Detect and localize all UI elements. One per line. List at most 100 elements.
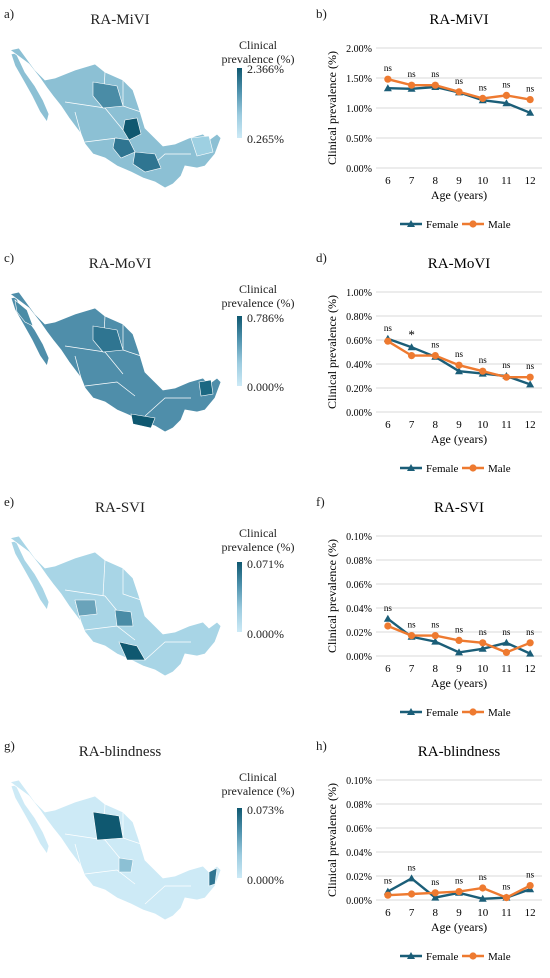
significance-label: ns	[502, 79, 511, 89]
x-tick-label: 6	[385, 419, 391, 431]
data-point-male	[479, 884, 487, 892]
state-border	[84, 381, 136, 397]
map-title: RA-MoVI	[88, 256, 152, 272]
y-tick-label: 0.60%	[346, 336, 372, 347]
x-tick-label: 9	[456, 907, 462, 919]
data-point-male	[407, 352, 416, 360]
y-tick-label: 0.06%	[346, 824, 372, 835]
y-tick-label: 0.08%	[346, 800, 372, 811]
panel-label-e: e)	[4, 494, 15, 509]
significance-label: ns	[526, 627, 535, 637]
legend-title-line1: Clinical	[239, 526, 277, 540]
mainland-region	[9, 779, 222, 921]
data-point-male	[479, 367, 487, 375]
data-point-female	[431, 893, 440, 901]
state-border	[144, 397, 191, 417]
significance-label: ns	[431, 620, 440, 630]
x-tick-label: 7	[409, 663, 415, 675]
mainland-region	[9, 47, 222, 189]
significance-label: ns	[384, 603, 393, 613]
significance-label: ns	[502, 882, 511, 892]
data-point-female	[502, 99, 511, 107]
y-tick-label: 0.02%	[346, 628, 372, 639]
data-point-male	[407, 890, 416, 898]
y-tick-label: 0.40%	[346, 360, 372, 371]
x-tick-label: 10	[477, 419, 489, 431]
x-tick-label: 12	[525, 663, 536, 675]
y-tick-label: 0.04%	[346, 604, 372, 615]
baja-california-region	[10, 540, 50, 611]
chart-title: RA-MoVI	[428, 256, 491, 272]
x-tick-label: 11	[501, 419, 512, 431]
state-border	[74, 843, 82, 867]
legend-title-line2: prevalence (%)	[221, 296, 295, 310]
x-tick-label: 9	[456, 175, 462, 187]
y-tick-label: 0.00%	[346, 164, 372, 175]
legend-color-bar	[237, 808, 242, 878]
significance-label: ns	[479, 355, 488, 365]
y-axis-label: Clinical prevalence (%)	[325, 539, 339, 653]
legend-min-value: 0.000%	[247, 627, 284, 641]
x-axis-label: Age (years)	[431, 676, 487, 690]
legend-female-marker	[407, 708, 415, 715]
shaded-state	[132, 151, 162, 173]
x-tick-label: 11	[501, 175, 512, 187]
data-point-male	[384, 337, 392, 345]
data-point-male	[455, 888, 463, 896]
mainland-region	[9, 535, 222, 677]
state-border	[144, 641, 191, 661]
legend-male-label: Male	[488, 219, 511, 231]
y-tick-label: 0.80%	[346, 312, 372, 323]
data-point-female	[478, 644, 487, 652]
legend-male-label: Male	[488, 463, 511, 475]
data-point-female	[502, 638, 511, 646]
data-point-male	[526, 639, 534, 647]
data-point-female	[526, 649, 535, 657]
y-tick-label: 0.00%	[346, 896, 372, 907]
data-point-male	[479, 94, 487, 102]
y-tick-label: 0.04%	[346, 848, 372, 859]
data-point-female	[383, 84, 392, 92]
state-border	[64, 833, 124, 863]
panel-label-a: a)	[4, 6, 15, 21]
legend-title-line1: Clinical	[239, 770, 277, 784]
shaded-state	[118, 641, 146, 661]
significance-label: ns	[526, 84, 535, 94]
data-point-female	[407, 343, 416, 351]
significance-label: ns	[479, 82, 488, 92]
shaded-state	[190, 135, 214, 157]
y-tick-label: 0.02%	[346, 872, 372, 883]
y-tick-label: 1.00%	[346, 104, 372, 115]
data-point-male	[431, 632, 439, 640]
mexico-map	[9, 535, 222, 677]
x-tick-label: 12	[525, 175, 536, 187]
legend-male-marker	[469, 464, 477, 472]
data-point-male	[526, 882, 534, 890]
x-tick-label: 8	[433, 175, 439, 187]
legend-male-label: Male	[488, 707, 511, 719]
x-axis-label: Age (years)	[431, 920, 487, 934]
significance-label: ns	[408, 69, 417, 79]
mexico-map	[9, 779, 222, 921]
legend-male-marker	[469, 952, 477, 960]
x-axis-label: Age (years)	[431, 188, 487, 202]
data-point-male	[384, 622, 392, 630]
y-tick-label: 0.50%	[346, 134, 372, 145]
x-tick-label: 8	[433, 907, 439, 919]
x-tick-label: 6	[385, 907, 391, 919]
data-point-male	[455, 88, 463, 96]
legend-min-value: 0.000%	[247, 380, 284, 394]
x-tick-label: 6	[385, 175, 391, 187]
data-point-male	[384, 891, 392, 899]
line-chart: RA-MiVI 0.00% 0.50% 1.00% 1.50% 2.00% 6 7 8 9 10 11…	[325, 12, 542, 231]
shaded-state	[114, 609, 134, 627]
shaded-state	[208, 867, 218, 887]
data-point-male	[502, 373, 511, 381]
data-point-female	[526, 380, 535, 388]
x-tick-label: 7	[409, 419, 415, 431]
legend-female-label: Female	[426, 219, 458, 231]
x-tick-label: 11	[501, 907, 512, 919]
shaded-state	[92, 325, 124, 353]
legend-title-line2: prevalence (%)	[221, 540, 295, 554]
legend-max-value: 0.073%	[247, 803, 284, 817]
